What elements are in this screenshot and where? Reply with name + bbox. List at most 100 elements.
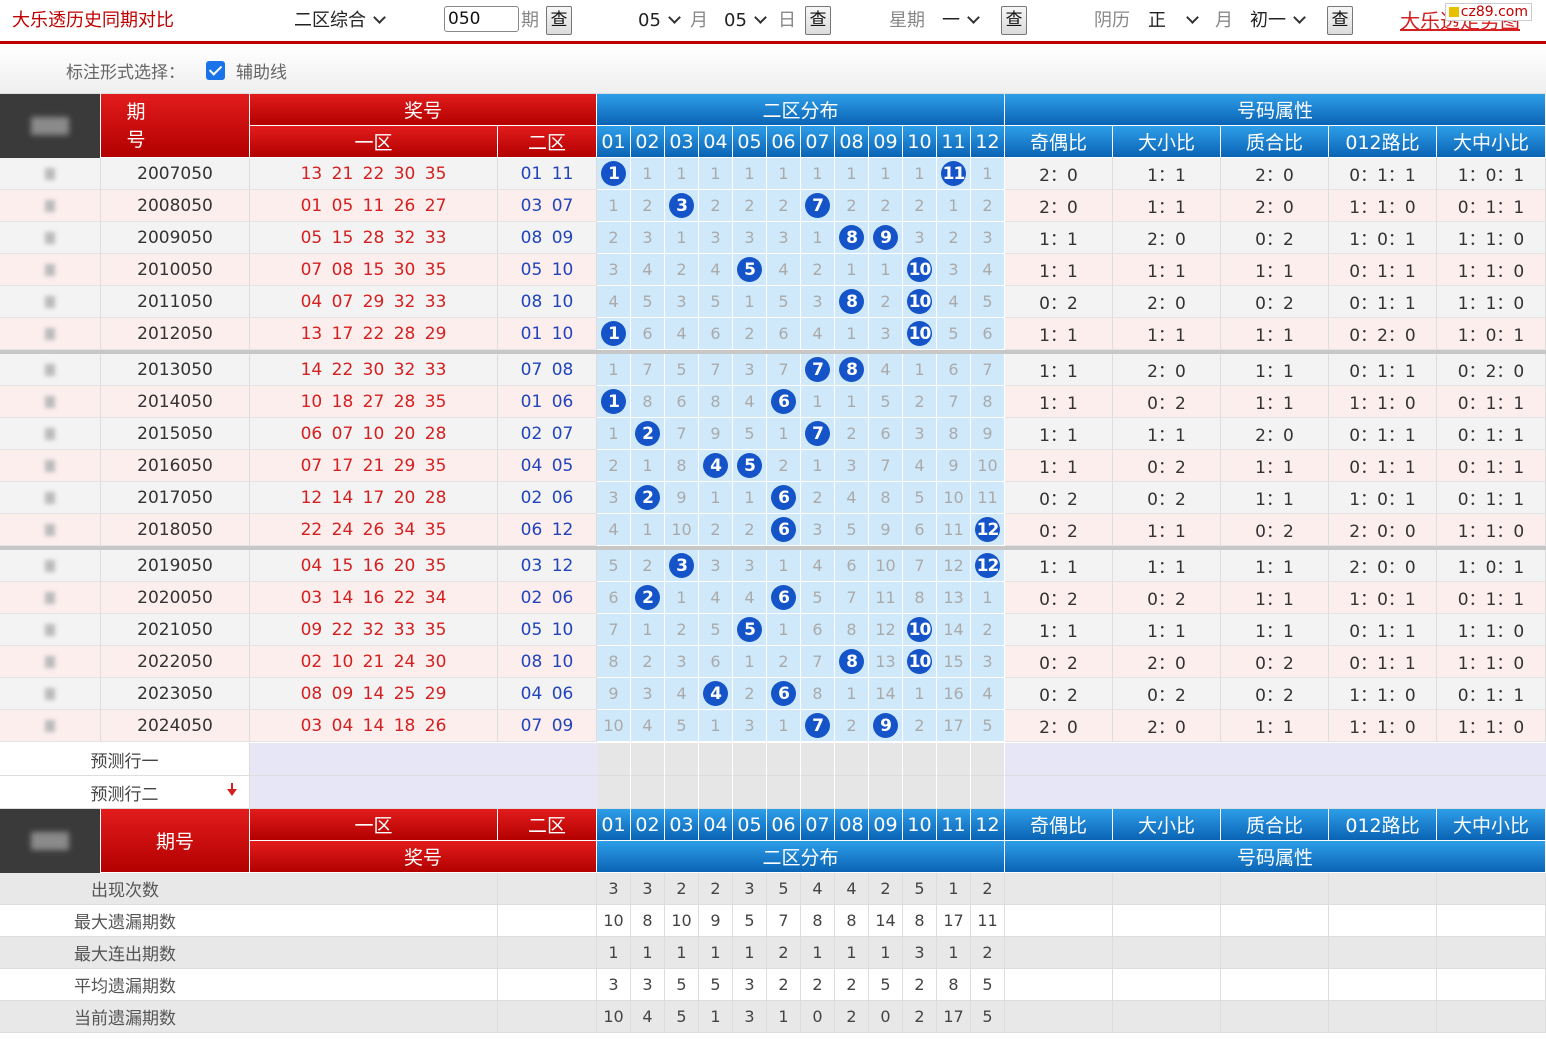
dist-cell: 3 xyxy=(903,222,937,254)
predict-dist-cell[interactable] xyxy=(971,743,1005,776)
attr-cell: 1：1：0 xyxy=(1329,710,1437,742)
predict-dist-cell[interactable] xyxy=(835,776,869,809)
predict-dist-cell[interactable] xyxy=(801,743,835,776)
date-query-button[interactable]: 查 xyxy=(805,6,831,35)
zone-select[interactable]: 二区综合 xyxy=(294,0,386,42)
predict-dist-cell[interactable] xyxy=(665,743,699,776)
hit-ball: 1 xyxy=(601,161,626,186)
predict-dist-cell[interactable] xyxy=(631,776,665,809)
dist-cell: 5 xyxy=(801,582,835,614)
attr-cell: 0：1：1 xyxy=(1437,190,1546,222)
issue-number[interactable]: 2021050 xyxy=(101,614,250,646)
month-select[interactable]: 05 xyxy=(638,0,681,42)
dist-cell: 6 xyxy=(801,614,835,646)
predict-dist-cell[interactable] xyxy=(835,743,869,776)
issue-number[interactable]: 2009050 xyxy=(101,222,250,254)
predict-dist-cell[interactable] xyxy=(699,776,733,809)
weekday-select[interactable]: 一 xyxy=(942,0,980,42)
predict-dist-cell[interactable] xyxy=(937,743,971,776)
weekday-query-button[interactable]: 查 xyxy=(1001,6,1027,35)
dist-cell: 13 xyxy=(869,646,903,678)
attr-cell: 1：1 xyxy=(1221,318,1329,350)
predict-row-label[interactable]: 预测行二 xyxy=(0,776,250,809)
predict-dist-cell[interactable] xyxy=(733,776,767,809)
guide-line-checkbox[interactable] xyxy=(206,61,225,80)
issue-number[interactable]: 2020050 xyxy=(101,582,250,614)
stats-blank xyxy=(1113,1001,1221,1033)
predict-row-input[interactable] xyxy=(250,776,597,809)
hit-ball: 2 xyxy=(635,485,660,510)
avatar xyxy=(45,655,55,668)
predict-dist-cell[interactable] xyxy=(699,743,733,776)
issue-number[interactable]: 2011050 xyxy=(101,286,250,318)
attr-cell: 1：1 xyxy=(1005,614,1113,646)
predict-row-label[interactable]: 预测行一 xyxy=(0,743,250,776)
issue-input[interactable] xyxy=(444,6,519,32)
stats-value: 14 xyxy=(869,905,903,937)
issue-number[interactable]: 2023050 xyxy=(101,678,250,710)
arrow-down-icon[interactable] xyxy=(227,783,237,796)
lunar-query-button[interactable]: 查 xyxy=(1327,6,1353,35)
dist-cell: 5 xyxy=(733,614,767,646)
dist-cell: 4 xyxy=(767,254,801,286)
predict-dist-cell[interactable] xyxy=(937,776,971,809)
avatar xyxy=(45,559,55,572)
stats-row xyxy=(0,873,1546,905)
predict-dist-cell[interactable] xyxy=(869,743,903,776)
predict-dist-cell[interactable] xyxy=(903,776,937,809)
attr-cell: 1：1：0 xyxy=(1329,386,1437,418)
predict-dist-cell[interactable] xyxy=(903,743,937,776)
predict-dist-cell[interactable] xyxy=(767,776,801,809)
issue-query-button[interactable]: 查 xyxy=(546,6,572,35)
attr-cell: 0：2 xyxy=(1221,286,1329,318)
dist-cell: 9 xyxy=(597,678,631,710)
predict-dist-cell[interactable] xyxy=(801,776,835,809)
table-row-attributes xyxy=(1005,354,1546,386)
dist-col-footer: 03 xyxy=(665,809,699,841)
hit-ball: 7 xyxy=(805,421,830,446)
issue-number[interactable]: 2016050 xyxy=(101,450,250,482)
predict-dist-cell[interactable] xyxy=(597,776,631,809)
lunar-month-select[interactable]: 正 xyxy=(1148,0,1199,42)
predict-dist-cell[interactable] xyxy=(733,743,767,776)
attr-cell: 1：1 xyxy=(1221,354,1329,386)
attr-cell: 0：1：1 xyxy=(1329,354,1437,386)
predict-dist-cell[interactable] xyxy=(971,776,1005,809)
issue-number[interactable]: 2015050 xyxy=(101,418,250,450)
day-select[interactable]: 05 xyxy=(724,0,767,42)
dist-cell: 2 xyxy=(869,286,903,318)
predict-row-input[interactable] xyxy=(250,743,597,776)
stats-blank xyxy=(1005,873,1113,905)
issue-number[interactable]: 2012050 xyxy=(101,318,250,350)
issue-number[interactable]: 2024050 xyxy=(101,710,250,742)
issue-number[interactable]: 2008050 xyxy=(101,190,250,222)
zone1-numbers: 07 17 21 29 35 xyxy=(250,450,498,482)
attr-cell: 2：0 xyxy=(1005,190,1113,222)
dist-cell: 9 xyxy=(665,482,699,514)
lunar-day-select[interactable]: 初一 xyxy=(1250,0,1306,42)
issue-number[interactable]: 2017050 xyxy=(101,482,250,514)
predict-dist-cell[interactable] xyxy=(869,776,903,809)
zone1-numbers: 12 14 17 20 28 xyxy=(250,482,498,514)
issue-number[interactable]: 2018050 xyxy=(101,514,250,546)
predict-dist-cell[interactable] xyxy=(767,743,801,776)
issue-number[interactable]: 2014050 xyxy=(101,386,250,418)
attr-cell: 0：1：1 xyxy=(1329,254,1437,286)
predict-dist-cell[interactable] xyxy=(597,743,631,776)
row-avatar xyxy=(0,550,101,582)
dist-cell: 2 xyxy=(733,514,767,546)
issue-number[interactable]: 2013050 xyxy=(101,354,250,386)
attr-cell: 1：1：0 xyxy=(1437,222,1546,254)
dist-cell: 8 xyxy=(801,678,835,710)
dist-cell: 2 xyxy=(835,190,869,222)
dist-cell: 4 xyxy=(869,354,903,386)
issue-number[interactable]: 2007050 xyxy=(101,158,250,190)
predict-dist-cell[interactable] xyxy=(631,743,665,776)
issue-number[interactable]: 2019050 xyxy=(101,550,250,582)
issue-number[interactable]: 2010050 xyxy=(101,254,250,286)
attr-cell: 1：1：0 xyxy=(1329,190,1437,222)
issue-number[interactable]: 2022050 xyxy=(101,646,250,678)
dist-cell: 3 xyxy=(665,550,699,582)
predict-dist-cell[interactable] xyxy=(665,776,699,809)
zone2-numbers: 07 08 xyxy=(498,354,597,386)
